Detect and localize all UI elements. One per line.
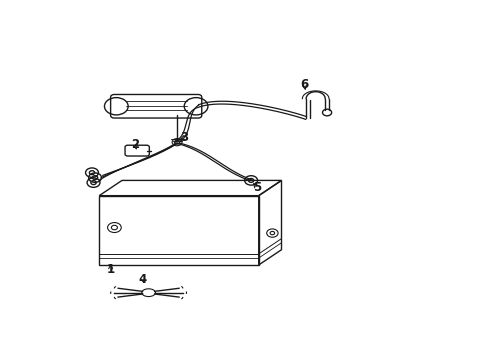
Text: 2: 2	[131, 138, 139, 151]
Text: 5: 5	[253, 181, 261, 194]
Circle shape	[172, 139, 182, 146]
Text: 3: 3	[181, 131, 189, 144]
Text: 4: 4	[139, 273, 147, 286]
Circle shape	[174, 140, 180, 144]
FancyBboxPatch shape	[125, 145, 149, 156]
Text: 1: 1	[106, 262, 115, 276]
Text: 6: 6	[300, 78, 308, 91]
